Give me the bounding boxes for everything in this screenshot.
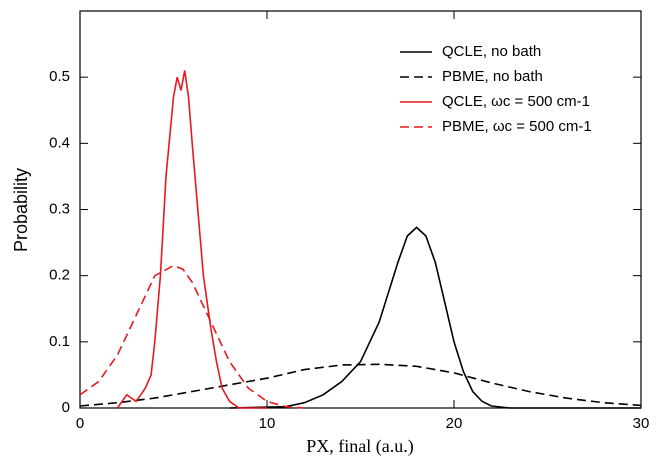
legend-label: QCLE, no bath (442, 43, 541, 60)
y-tick-label: 0.2 (49, 267, 70, 284)
x-tick-label: 10 (259, 415, 276, 432)
legend-label: QCLE, ωc = 500 cm-1 (442, 93, 590, 110)
series-line (229, 226, 641, 409)
series-line (116, 70, 267, 409)
y-tick-label: 0.5 (49, 68, 70, 85)
y-axis-label: Probability (11, 168, 31, 252)
y-tick-label: 0.1 (49, 333, 70, 350)
x-tick-label: 0 (76, 415, 84, 432)
y-tick-label: 0.3 (49, 200, 70, 217)
series-line (79, 363, 642, 407)
y-tick-label: 0.4 (49, 134, 70, 151)
legend-label: PBME, ωc = 500 cm-1 (442, 118, 592, 135)
y-tick-label: 0 (62, 399, 70, 416)
x-axis-label: PX, final (a.u.) (306, 436, 413, 457)
series-line (79, 264, 305, 409)
x-tick-label: 20 (446, 415, 463, 432)
legend-label: PBME, no bath (442, 68, 543, 85)
x-tick-label: 30 (633, 415, 650, 432)
